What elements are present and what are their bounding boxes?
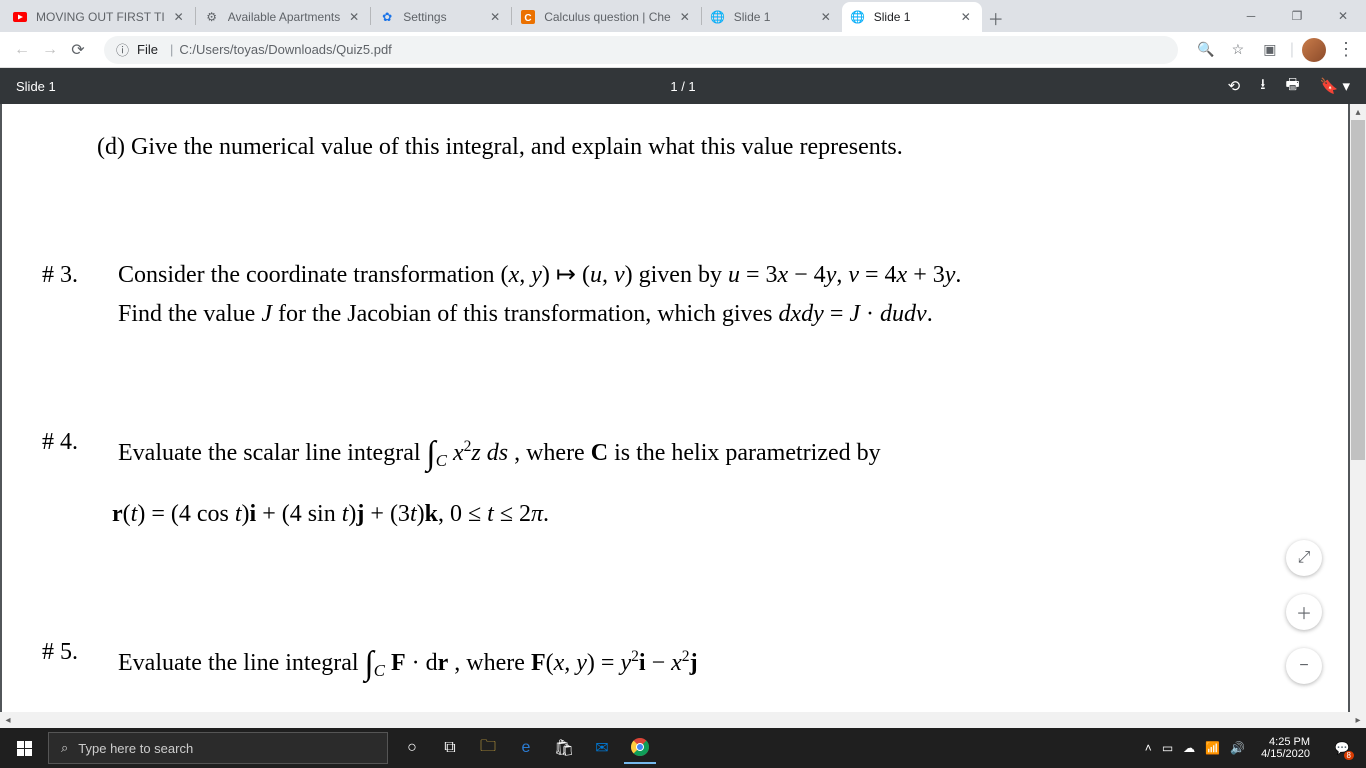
- browser-tab[interactable]: ✿ Settings ✕: [371, 2, 511, 32]
- download-icon[interactable]: ⭳: [1260, 74, 1265, 99]
- back-button[interactable]: ←: [8, 36, 36, 64]
- chegg-icon: C: [520, 9, 536, 25]
- task-view-icon[interactable]: ⧉: [434, 732, 466, 764]
- start-button[interactable]: [0, 728, 48, 768]
- windows-logo-icon: [17, 741, 32, 756]
- problem-3: # 3. Consider the coordinate transformat…: [42, 256, 1308, 333]
- fit-page-button[interactable]: ⤢: [1286, 540, 1322, 576]
- clock-time: 4:25 PM: [1261, 736, 1310, 748]
- tab-title: Calculus question | Che: [544, 10, 671, 24]
- browser-tab[interactable]: ⚙ Available Apartments ✕: [196, 2, 371, 32]
- windows-taskbar: ⌕ Type here to search ○ ⧉ 🗀 e 🛍 ✉ ˄ ▭ ☁ …: [0, 728, 1366, 768]
- zoom-icon[interactable]: 🔍: [1194, 38, 1218, 62]
- pdf-toolbar: Slide 1 1 / 1 ⟲ ⭳ 🖶 🔖 ▾: [0, 68, 1366, 104]
- minimize-button[interactable]: ─: [1228, 0, 1274, 32]
- window-controls: ─ ❐ ✕: [1228, 0, 1366, 32]
- zoom-out-button[interactable]: −: [1286, 648, 1322, 684]
- battery-icon[interactable]: ▭: [1162, 741, 1173, 755]
- taskbar-clock[interactable]: 4:25 PM 4/15/2020: [1255, 736, 1316, 760]
- chrome-icon[interactable]: [624, 732, 656, 764]
- url-scheme: File: [137, 42, 158, 57]
- browser-tab[interactable]: 🌐 Slide 1 ✕: [842, 2, 982, 32]
- clock-date: 4/15/2020: [1261, 748, 1310, 760]
- tab-title: Available Apartments: [228, 10, 341, 24]
- scroll-up-icon[interactable]: ▴: [1350, 104, 1366, 120]
- pdf-title: Slide 1: [16, 79, 56, 94]
- cortana-icon[interactable]: ○: [396, 732, 428, 764]
- address-input[interactable]: ⓘ File | C:/Users/toyas/Downloads/Quiz5.…: [104, 36, 1178, 64]
- scrollbar-thumb[interactable]: [1351, 120, 1365, 460]
- cloud-icon[interactable]: ☁: [1183, 741, 1195, 755]
- separator: |: [170, 42, 173, 57]
- close-icon[interactable]: ✕: [346, 9, 362, 25]
- scroll-right-icon[interactable]: ▸: [1350, 712, 1366, 728]
- zoom-in-button[interactable]: ＋: [1286, 594, 1322, 630]
- pdf-page: (d) Give the numerical value of this int…: [2, 104, 1348, 712]
- svg-text:C: C: [525, 13, 532, 24]
- menu-button[interactable]: ⋮: [1334, 38, 1358, 62]
- pdf-viewport[interactable]: (d) Give the numerical value of this int…: [0, 104, 1350, 712]
- vertical-scrollbar[interactable]: ▴: [1350, 104, 1366, 712]
- bookmark-toggle-icon[interactable]: 🔖 ▾: [1320, 77, 1350, 95]
- tab-title: Slide 1: [734, 10, 812, 24]
- notifications-button[interactable]: 💬8: [1326, 732, 1358, 764]
- globe-icon: 🌐: [850, 9, 866, 25]
- scroll-left-icon[interactable]: ◂: [0, 712, 16, 728]
- url-path: C:/Users/toyas/Downloads/Quiz5.pdf: [179, 42, 391, 57]
- address-bar: ← → ⟳ ⓘ File | C:/Users/toyas/Downloads/…: [0, 32, 1366, 68]
- tray-expand-icon[interactable]: ˄: [1145, 741, 1152, 755]
- wifi-icon[interactable]: 📶: [1205, 741, 1220, 755]
- notification-badge: 8: [1344, 751, 1354, 760]
- gear-icon: ⚙: [204, 9, 220, 25]
- browser-tab[interactable]: C Calculus question | Che ✕: [512, 2, 701, 32]
- search-icon: ⌕: [61, 740, 68, 756]
- problem-5: # 5. Evaluate the line integral ∫C F · d…: [42, 633, 1308, 687]
- bookmark-icon[interactable]: ☆: [1226, 38, 1250, 62]
- page-indicator: 1 / 1: [670, 79, 695, 94]
- mail-icon[interactable]: ✉: [586, 732, 618, 764]
- print-icon[interactable]: 🖶: [1285, 74, 1299, 99]
- problem-4: # 4. Evaluate the scalar line integral ∫…: [42, 423, 1308, 533]
- globe-icon: 🌐: [710, 9, 726, 25]
- extension-icon[interactable]: ▣: [1258, 38, 1282, 62]
- maximize-button[interactable]: ❐: [1274, 0, 1320, 32]
- browser-tab-strip: MOVING OUT FIRST TI ✕ ⚙ Available Apartm…: [0, 0, 1366, 32]
- tab-title: MOVING OUT FIRST TI: [36, 10, 165, 24]
- search-placeholder: Type here to search: [78, 741, 193, 756]
- gear-icon: ✿: [379, 9, 395, 25]
- close-icon[interactable]: ✕: [171, 9, 187, 25]
- volume-icon[interactable]: 🔊: [1230, 741, 1245, 755]
- system-tray: ˄ ▭ ☁ 📶 🔊 4:25 PM 4/15/2020 💬8: [1145, 732, 1366, 764]
- close-icon[interactable]: ✕: [677, 9, 693, 25]
- reload-button[interactable]: ⟳: [64, 36, 92, 64]
- horizontal-scrollbar[interactable]: ◂ ▸: [0, 712, 1366, 728]
- taskbar-apps: ○ ⧉ 🗀 e 🛍 ✉: [396, 732, 656, 764]
- youtube-icon: [12, 9, 28, 25]
- problem-part-d: (d) Give the numerical value of this int…: [97, 128, 1308, 166]
- file-explorer-icon[interactable]: 🗀: [472, 732, 504, 764]
- browser-tab[interactable]: MOVING OUT FIRST TI ✕: [4, 2, 195, 32]
- edge-icon[interactable]: e: [510, 732, 542, 764]
- taskbar-search-input[interactable]: ⌕ Type here to search: [48, 732, 388, 764]
- close-window-button[interactable]: ✕: [1320, 0, 1366, 32]
- store-icon[interactable]: 🛍: [548, 732, 580, 764]
- browser-tab[interactable]: 🌐 Slide 1 ✕: [702, 2, 842, 32]
- close-icon[interactable]: ✕: [487, 9, 503, 25]
- tab-title: Settings: [403, 10, 481, 24]
- rotate-icon[interactable]: ⟲: [1228, 77, 1241, 95]
- tab-title: Slide 1: [874, 10, 952, 24]
- close-icon[interactable]: ✕: [958, 9, 974, 25]
- profile-avatar[interactable]: [1302, 38, 1326, 62]
- close-icon[interactable]: ✕: [818, 9, 834, 25]
- new-tab-button[interactable]: ＋: [982, 4, 1010, 32]
- pdf-float-buttons: ⤢ ＋ −: [1286, 540, 1322, 684]
- info-icon: ⓘ: [116, 40, 129, 59]
- forward-button[interactable]: →: [36, 36, 64, 64]
